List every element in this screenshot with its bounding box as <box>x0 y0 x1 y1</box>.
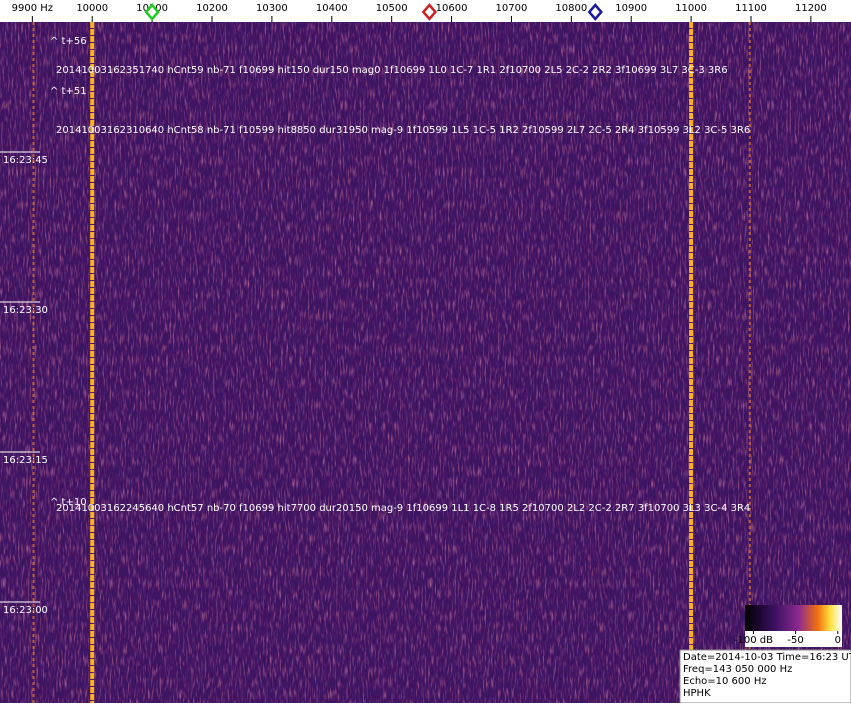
tick-label: 9900 Hz <box>12 3 53 14</box>
annotation-text: 20141003162310640 hCnt58 nb-71 f10599 hi… <box>56 125 750 136</box>
tick-label: 10300 <box>256 3 288 14</box>
tick-label: 10800 <box>555 3 587 14</box>
annotation-tag: ^ t+10 <box>50 497 87 508</box>
colorbar-label: 0 <box>835 635 841 646</box>
colorbar-label: -100 dB <box>734 635 773 646</box>
tick-label: 11200 <box>795 3 827 14</box>
freq-marker <box>587 3 603 21</box>
tick-label: 10900 <box>615 3 647 14</box>
time-label: 16:23:45 <box>3 155 48 166</box>
time-label: 16:23:30 <box>3 305 48 316</box>
freq-marker <box>421 3 438 21</box>
waterfall-noise <box>0 22 851 703</box>
annotation-tag: ^ t+56 <box>50 36 87 47</box>
info-box <box>679 649 851 704</box>
annotation-text: 20141003162245640 hCnt57 nb-70 f10699 hi… <box>56 503 750 514</box>
time-label: 16:23:15 <box>3 455 48 466</box>
info-line: Echo=10 600 Hz <box>683 676 767 687</box>
freq-marker <box>144 3 160 21</box>
info-line: Date=2014-10-03 Time=16:23 UTC <box>683 652 851 663</box>
tick-label: 10000 <box>76 3 108 14</box>
info-line: Freq=143 050 000 Hz <box>683 664 792 675</box>
tick-label: 11000 <box>675 3 707 14</box>
colorbar <box>745 605 842 631</box>
annotation-tag: ^ t+51 <box>50 86 87 97</box>
info-line: HPHK <box>683 688 711 699</box>
tick-label: 10400 <box>316 3 348 14</box>
tick-label: 10700 <box>496 3 528 14</box>
colorbar-label: -50 <box>787 635 803 646</box>
time-label: 16:23:00 <box>3 605 48 616</box>
tick-label: 10200 <box>196 3 228 14</box>
colorbar-label-area <box>745 631 842 647</box>
tick-label: 10600 <box>436 3 468 14</box>
annotation-text: 20141003162351740 hCnt59 nb-71 f10699 hi… <box>56 65 728 76</box>
tick-label: 11100 <box>735 3 767 14</box>
tick-label: 10500 <box>376 3 408 14</box>
